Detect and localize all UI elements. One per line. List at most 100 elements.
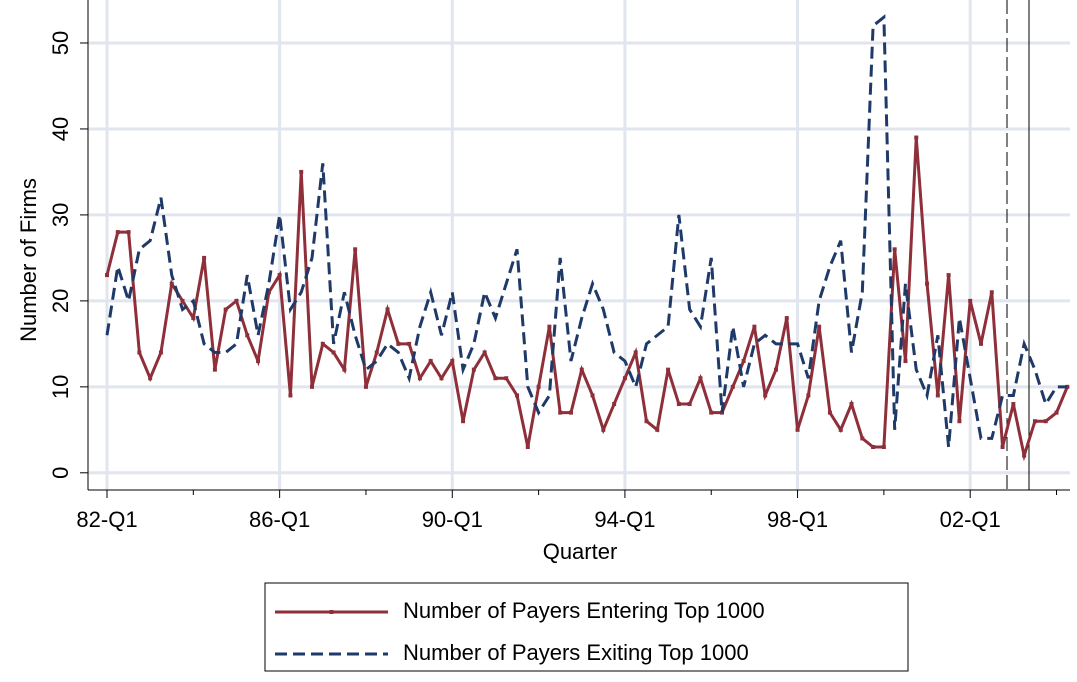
point: [666, 367, 671, 372]
series-line: [105, 14, 1068, 448]
point: [806, 393, 811, 398]
point: [968, 298, 973, 303]
point: [396, 341, 401, 346]
point: [655, 427, 660, 432]
point: [784, 316, 789, 321]
point: [428, 359, 433, 364]
point: [579, 367, 584, 372]
x-tick-label: 86-Q1: [249, 507, 310, 532]
point: [622, 376, 627, 381]
point: [860, 436, 865, 441]
point: [266, 290, 271, 295]
point: [817, 324, 822, 329]
point: [202, 255, 207, 260]
point: [385, 307, 390, 312]
point: [989, 290, 994, 295]
y-tick-label: 30: [48, 203, 73, 227]
point: [493, 376, 498, 381]
point: [536, 384, 541, 389]
point: [256, 359, 261, 364]
point: [126, 230, 131, 235]
point: [374, 350, 379, 355]
point: [461, 419, 466, 424]
y-tick-label: 10: [48, 375, 73, 399]
point: [320, 341, 325, 346]
point: [914, 135, 919, 140]
x-axis-label: Quarter: [543, 539, 618, 564]
point: [504, 376, 509, 381]
point: [946, 273, 951, 278]
point: [439, 376, 444, 381]
point: [331, 350, 336, 355]
point: [310, 384, 315, 389]
legend-label: Number of Payers Entering Top 1000: [403, 598, 765, 623]
point: [601, 427, 606, 432]
point: [471, 367, 476, 372]
y-tick-label: 50: [48, 31, 73, 55]
point: [709, 410, 714, 415]
series-line: [105, 137, 1069, 462]
point: [612, 402, 617, 407]
point: [342, 367, 347, 372]
point: [633, 350, 638, 355]
y-tick-label: 40: [48, 117, 73, 141]
point: [881, 445, 886, 450]
point: [417, 376, 422, 381]
point: [568, 410, 573, 415]
point: [698, 376, 703, 381]
point: [299, 169, 304, 174]
point: [223, 307, 228, 312]
point: [137, 350, 142, 355]
point: [407, 341, 412, 346]
point: [871, 445, 876, 450]
point: [795, 427, 800, 432]
point: [515, 393, 520, 398]
point: [148, 376, 153, 381]
point: [180, 298, 185, 303]
point: [1000, 445, 1005, 450]
point: [978, 341, 983, 346]
x-tick-label: 90-Q1: [422, 507, 483, 532]
point: [363, 384, 368, 389]
point: [353, 247, 358, 252]
point: [1043, 419, 1048, 424]
point: [644, 419, 649, 424]
point: [450, 359, 455, 364]
point: [849, 402, 854, 407]
point: [115, 230, 120, 235]
point: [1022, 453, 1027, 458]
point: [158, 350, 163, 355]
x-tick-label: 02-Q1: [940, 507, 1001, 532]
y-tick-label: 20: [48, 289, 73, 313]
legend-marker: [329, 610, 334, 614]
point: [935, 393, 940, 398]
point: [957, 419, 962, 424]
point: [245, 333, 250, 338]
legend-label: Number of Payers Exiting Top 1000: [403, 640, 749, 665]
point: [288, 393, 293, 398]
point: [169, 281, 174, 286]
point: [105, 273, 109, 278]
point: [741, 359, 746, 364]
x-tick-label: 98-Q1: [767, 507, 828, 532]
point: [676, 402, 681, 407]
point: [590, 393, 595, 398]
point: [1054, 410, 1059, 415]
point: [827, 410, 832, 415]
point: [277, 273, 282, 278]
y-tick-label: 0: [48, 467, 73, 479]
point: [903, 359, 908, 364]
point: [1011, 402, 1016, 407]
point: [763, 393, 768, 398]
point: [191, 316, 196, 321]
x-tick-label: 82-Q1: [76, 507, 137, 532]
y-axis-label: Number of Firms: [16, 178, 41, 342]
point: [773, 367, 778, 372]
point: [838, 427, 843, 432]
legend-box: [264, 582, 909, 672]
point: [925, 281, 930, 286]
point: [547, 324, 552, 329]
point: [482, 350, 487, 355]
point: [687, 402, 692, 407]
